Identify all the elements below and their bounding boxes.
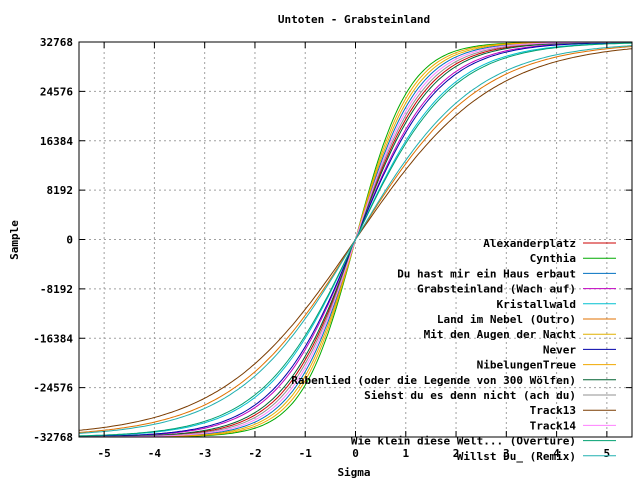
x-tick-label: -2 <box>248 447 261 460</box>
x-axis-label: Sigma <box>337 466 370 479</box>
y-tick-label: 32768 <box>40 36 73 49</box>
y-axis: -32768 -24576 -16384 -8192 0 8192 16384 24576 32… <box>33 36 632 444</box>
legend-label: Grabsteinland (Wach auf) <box>417 283 576 296</box>
x-tick-label: 5 <box>604 447 611 460</box>
legend-label: Alexanderplatz <box>483 237 576 250</box>
x-tick-label: 0 <box>352 447 359 460</box>
legend-label: Rabenlied (oder die Legende von 300 Wölf… <box>291 374 576 387</box>
x-tick-label: -4 <box>148 447 162 460</box>
x-tick-label: -3 <box>198 447 211 460</box>
legend-label: NibelungenTreue <box>477 359 577 372</box>
x-tick-label: 4 <box>553 447 560 460</box>
y-tick-label: -24576 <box>33 382 73 395</box>
legend-label: Track14 <box>530 419 577 432</box>
x-tick-label: -1 <box>299 447 313 460</box>
chart-title: Untoten - Grabsteinland <box>278 13 430 26</box>
legend-label: Wie klein diese Welt... (Overtüre) <box>351 435 576 448</box>
x-tick-label: 3 <box>503 447 510 460</box>
x-axis: -5 -4 -3 -2 -1 0 1 2 3 4 5 <box>98 42 611 460</box>
series-line <box>78 45 633 434</box>
y-tick-label: 8192 <box>47 184 74 197</box>
legend-label: Willst Du_ (Remix) <box>457 450 576 463</box>
y-tick-label: -32768 <box>33 431 73 444</box>
y-tick-label: 0 <box>66 234 73 247</box>
legend-label: Never <box>543 343 576 356</box>
legend-label: Cynthia <box>530 252 576 265</box>
x-tick-label: -5 <box>98 447 111 460</box>
y-tick-label: -16384 <box>33 332 73 345</box>
x-tick-label: 2 <box>453 447 460 460</box>
legend-label: Kristallwald <box>497 298 576 311</box>
legend: Alexanderplatz Cynthia Du hast mir ein Hau… <box>291 237 616 463</box>
legend-label: Siehst du es denn nicht (ach du) <box>364 389 576 402</box>
legend-label: Track13 <box>530 404 576 417</box>
legend-label: Du hast mir ein Haus erbaut <box>397 267 576 280</box>
y-tick-label: -8192 <box>40 283 73 296</box>
legend-label: Land im Nebel (Outro) <box>437 313 576 326</box>
y-tick-label: 24576 <box>40 85 73 98</box>
x-tick-label: 1 <box>402 447 409 460</box>
y-axis-label: Sample <box>8 220 21 260</box>
legend-label: Mit den Augen der Nacht <box>424 328 576 341</box>
y-tick-label: 16384 <box>40 135 73 148</box>
